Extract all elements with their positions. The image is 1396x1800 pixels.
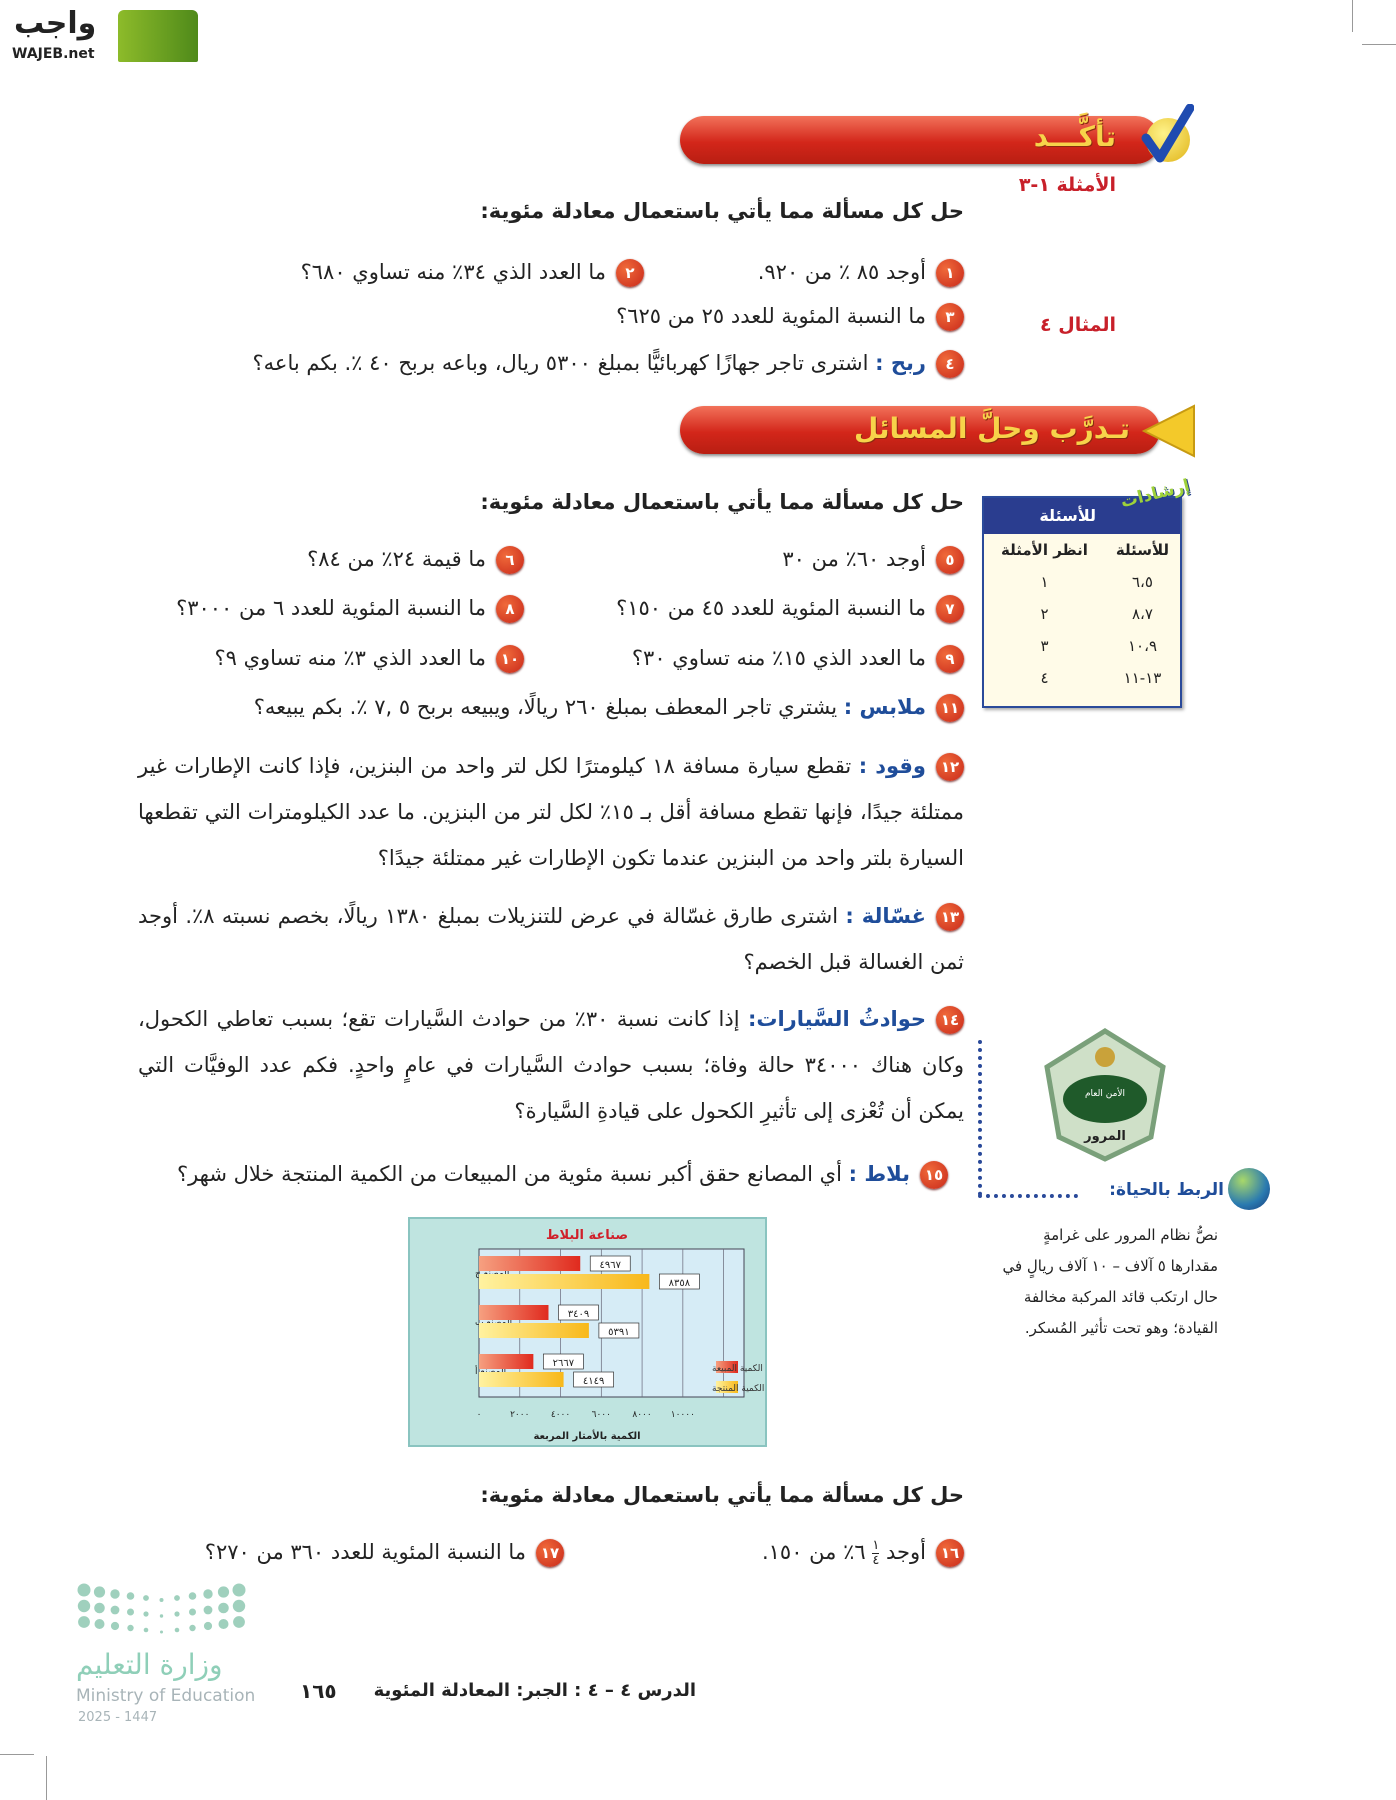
instruction: حل كل مسألة مما يأتي باستعمال معادلة مئو… [480,199,964,223]
data-label-box [659,1273,700,1290]
instruction: حل كل مسألة مما يأتي باستعمال معادلة مئو… [480,490,964,514]
question-3: ٣ما النسبة المئوية للعدد ٢٥ من ٦٢٥؟ [616,301,964,331]
life-connection-text: نصُّ نظام المرور على غرامةٍ مقدارها ٥ آل… [1002,1226,1218,1337]
ministry-name-en: Ministry of Education [76,1686,256,1706]
examples-ref: الأمثلة ١-٣ [1018,174,1116,196]
hints-header: للأسئلة [984,498,1180,534]
question-13: ١٣غسّالة : اشترى طارق غسّالة في عرض للتن… [138,903,964,974]
hints-box: للأسئلة إرشادات للأسئلة انظر الأمثلة ٦،٥ ١… [982,476,1191,708]
crop-mark [46,1756,47,1800]
lesson-title: الدرس ٤ – ٤ : الجبر: المعادلة المئوية [373,1680,696,1701]
example4-ref: المثال ٤ [1040,314,1116,336]
question-4: ٤ربح : اشترى تاجر جهازًا كهربائيًّا بمبل… [253,348,964,378]
table-row: ١٠،٩ ٣ [1040,637,1157,655]
question-1: ١أوجد ٨٥ ٪ من ٩٢٠. [758,257,964,287]
page-number: ١٦٥ [300,1679,337,1703]
crop-mark [1362,44,1396,45]
data-label-box [589,1255,631,1272]
check-section-banner [680,116,1160,164]
checkmark-icon [1140,104,1194,166]
x-tick-label: ٨٠٠٠ [632,1410,651,1420]
bar-produced [479,1323,589,1338]
book-icon [118,10,198,62]
question-17: ١٧ما النسبة المئوية للعدد ٣٦٠ من ٢٧٠؟ [205,1537,564,1567]
x-tick-label: ٤٠٠٠ [551,1410,570,1420]
practice-section-title: تـدرَّب وحلَّ المسائل [854,412,1130,445]
table-row: ٦،٥ ١ [1040,573,1153,591]
question-9: ٩ما العدد الذي ١٥٪ منه تساوي ٣٠؟ [632,643,964,673]
table-row: ١٣-١١ ٤ [1040,669,1162,687]
year: 2025 - 1447 [78,1710,158,1725]
globe-icon [1228,1168,1270,1210]
data-label: ٥٣٩١ [608,1327,629,1338]
ministry-name-ar: وزارة التعليم [76,1648,223,1681]
question-2: ٢ما العدد الذي ٣٤٪ منه تساوي ٦٨٠؟ [301,257,644,287]
crop-mark [1352,0,1353,32]
bar-produced [479,1274,650,1289]
arrow-icon [1141,404,1195,458]
chart-svg: صناعة البلاط ٠ ٢٠٠٠ ٤٠٠٠ ٦٠٠٠ ٨٠٠٠ ١٠٠٠٠ الكمية… [475,1228,764,1442]
data-label: ٤٩٦٧ [600,1260,622,1271]
data-label: ٨٣٥٨ [669,1278,691,1289]
table-row: ٨،٧ ٢ [1040,605,1153,623]
x-tick-label: ٦٠٠٠ [592,1410,611,1420]
legend-label: الكمية المنتجة [712,1384,764,1394]
legend-label: الكمية المبيعة [712,1364,763,1374]
question-5: ٥أوجد ٦٠٪ من ٣٠ [782,544,964,574]
data-label-box [598,1322,640,1339]
bar-produced [479,1372,564,1387]
wajeb-logo[interactable]: واجب WAJEB.net [10,6,198,64]
chart-title: صناعة البلاط [546,1228,628,1243]
dotted-divider [978,1040,982,1196]
tile-industry-chart: صناعة البلاط ٠ ٢٠٠٠ ٤٠٠٠ ٦٠٠٠ ٨٠٠٠ ١٠٠٠٠ الكمية… [408,1217,767,1447]
x-tick-label: ٠ [477,1410,482,1420]
x-axis-label: الكمية بالأمتار المربعة [533,1429,640,1442]
bar-sold [479,1354,534,1369]
practice-section-banner [680,406,1160,454]
question-12: ١٢وقود : تقطع سيارة مسافة ١٨ كيلومترًا ل… [138,753,964,870]
dotted-divider [978,1194,1078,1198]
data-label: ٢٦٦٧ [553,1358,575,1369]
x-tick-label: ٢٠٠٠ [510,1410,529,1420]
question-15: ١٥بلاط : أي المصانع حقق أكبر نسبة مئوية … [177,1159,948,1189]
data-label-box [558,1304,599,1321]
question-8: ٨ما النسبة المئوية للعدد ٦ من ٣٠٠٠؟ [176,593,524,623]
data-label: ٣٤٠٩ [568,1309,589,1320]
legend-swatch [716,1361,738,1373]
x-tick-label: ١٠٠٠٠ [671,1410,695,1420]
question-14: ١٤حوادثُ السَّيارات: إذا كانت نسبة ٣٠٪ م… [138,1006,964,1123]
legend-swatch [716,1381,738,1393]
question-10: ١٠ما العدد الذي ٣٪ منه تساوي ٩؟ [214,643,524,673]
check-section-title: تأكَّـــد [1033,120,1116,153]
data-label-box [573,1371,614,1388]
crop-mark [0,1754,34,1755]
data-label: ٤١٤٩ [583,1376,604,1387]
traffic-police-emblem: المرور الأمن العام [1039,1027,1171,1162]
question-6: ٦ما قيمة ٢٤٪ من ٨٤؟ [307,544,524,574]
question-11: ١١ملابس : يشتري تاجر المعطف بمبلغ ٢٦٠ ري… [254,692,964,722]
ministry-logo-dots [76,1580,248,1640]
life-connection-title: الربط بالحياة: [1109,1180,1224,1200]
data-label-box [543,1353,584,1370]
bar-sold [479,1256,581,1271]
instruction: حل كل مسألة مما يأتي باستعمال معادلة مئو… [480,1483,964,1507]
hints-table: للأسئلة انظر الأمثلة ٦،٥ ١ ٨،٧ ٢ ١٠،٩ ٣ ١٣-١… [984,534,1180,694]
question-7: ٧ما النسبة المئوية للعدد ٤٥ من ١٥٠؟ [616,593,964,623]
bar-sold [479,1305,549,1320]
